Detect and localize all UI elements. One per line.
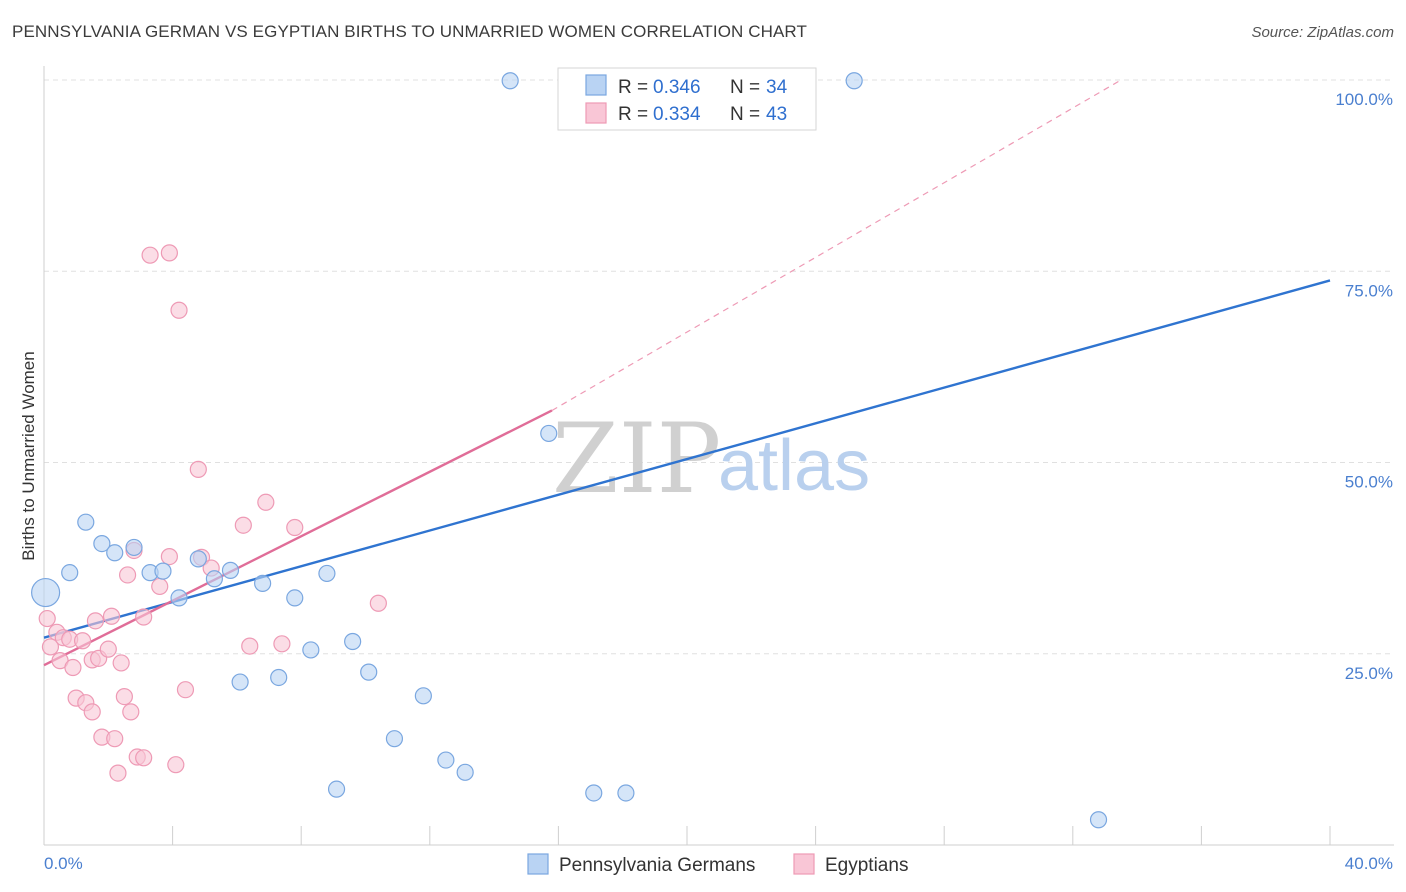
- point-pennsylvania: [501, 72, 519, 90]
- point-pennsylvania: [270, 668, 288, 687]
- point-egyptians: [135, 749, 153, 767]
- point-egyptians: [122, 703, 140, 721]
- y-tick-label: 75.0%: [1345, 281, 1393, 300]
- y-tick-label: 100.0%: [1335, 90, 1393, 109]
- tick-labels: 25.0% 50.0% 75.0% 100.0% 0.0% 40.0%: [44, 90, 1393, 873]
- bottom-legend-swatch-egyptians: [793, 853, 815, 875]
- point-egyptians: [241, 637, 259, 655]
- bottom-legend: Pennsylvania Germans Egyptians: [527, 853, 908, 876]
- bottom-legend-label-pennsylvania: Pennsylvania Germans: [559, 855, 755, 876]
- point-egyptians: [99, 640, 117, 658]
- trendline-egyptians: [43, 409, 553, 667]
- point-egyptians: [176, 681, 195, 699]
- x-tick-label-right: 40.0%: [1345, 854, 1393, 873]
- point-egyptians: [112, 654, 130, 672]
- point-pennsylvania: [437, 751, 455, 769]
- x-tick-label-left: 0.0%: [44, 854, 83, 873]
- point-egyptians: [189, 460, 207, 478]
- bottom-legend-swatch-pennsylvania: [527, 853, 549, 875]
- point-pennsylvania: [385, 730, 404, 748]
- point-egyptians: [109, 764, 127, 782]
- trendline-pennsylvania: [43, 279, 1331, 639]
- point-pennsylvania: [360, 663, 378, 681]
- point-egyptians: [160, 244, 178, 262]
- axes: [43, 66, 1394, 846]
- watermark-zip: ZIP: [552, 403, 721, 515]
- y-tick-label: 25.0%: [1345, 664, 1393, 683]
- point-egyptians: [170, 301, 188, 319]
- watermark-atlas: atlas: [718, 426, 870, 506]
- point-egyptians: [41, 638, 60, 656]
- y-axis-label: Births to Unmarried Women: [19, 351, 38, 560]
- grid-lines: [44, 79, 1394, 655]
- point-pennsylvania: [302, 641, 320, 659]
- legend-n-label-pennsylvania: N =: [730, 77, 760, 98]
- point-egyptians: [106, 730, 124, 748]
- point-egyptians: [286, 518, 304, 537]
- point-pennsylvania: [617, 784, 635, 802]
- point-egyptians: [73, 632, 92, 650]
- legend-r-label-egyptians: R =: [618, 104, 648, 125]
- point-pennsylvania: [61, 564, 79, 582]
- point-pennsylvania: [540, 424, 558, 443]
- point-egyptians: [83, 703, 101, 721]
- point-pennsylvania: [93, 534, 111, 553]
- point-egyptians: [257, 493, 275, 511]
- point-pennsylvania: [221, 561, 240, 579]
- legend-swatch-pennsylvania: [585, 74, 607, 96]
- point-egyptians: [369, 594, 387, 612]
- point-pennsylvania: [286, 589, 304, 607]
- trend-lines: [43, 79, 1331, 667]
- point-pennsylvania: [106, 544, 124, 562]
- legend-swatch-egyptians: [585, 102, 607, 124]
- point-pennsylvania: [170, 589, 188, 607]
- legend-n-value-pennsylvania: 34: [766, 77, 788, 98]
- point-pennsylvania: [231, 673, 249, 691]
- legend-box: R = 0.346 N = 34 R = 0.334 N = 43: [557, 67, 817, 131]
- point-pennsylvania: [318, 564, 336, 583]
- point-pennsylvania: [205, 570, 223, 588]
- point-egyptians: [118, 566, 137, 584]
- point-pennsylvania: [344, 632, 362, 651]
- y-tick-label: 50.0%: [1345, 473, 1393, 492]
- chart-title: PENNSYLVANIA GERMAN VS EGYPTIAN BIRTHS T…: [12, 22, 807, 41]
- point-pennsylvania: [189, 550, 207, 568]
- point-egyptians: [135, 608, 153, 626]
- point-egyptians: [167, 756, 185, 774]
- legend-r-value-egyptians: 0.334: [653, 104, 701, 125]
- point-pennsylvania: [327, 780, 346, 798]
- point-egyptians: [160, 547, 178, 566]
- bottom-legend-label-egyptians: Egyptians: [825, 855, 908, 876]
- legend-n-value-egyptians: 43: [766, 104, 787, 125]
- point-pennsylvania: [845, 72, 863, 90]
- legend-r-value-pennsylvania: 0.346: [653, 77, 701, 98]
- legend-n-label-egyptians: N =: [730, 104, 760, 125]
- point-egyptians: [115, 687, 133, 706]
- point-egyptians: [102, 607, 121, 625]
- point-pennsylvania: [254, 574, 272, 592]
- point-egyptians: [86, 612, 105, 630]
- point-egyptians: [64, 658, 82, 677]
- point-egyptians: [141, 246, 159, 264]
- point-egyptians: [234, 516, 252, 534]
- watermark: ZIP atlas: [552, 403, 870, 515]
- point-pennsylvania: [31, 577, 61, 608]
- point-pennsylvania: [1089, 811, 1108, 829]
- legend-r-label-pennsylvania: R =: [618, 77, 648, 98]
- point-pennsylvania: [77, 513, 95, 531]
- point-pennsylvania: [154, 562, 172, 580]
- point-pennsylvania: [125, 538, 143, 557]
- point-pennsylvania: [456, 763, 474, 781]
- chart-source: Source: ZipAtlas.com: [1251, 24, 1394, 41]
- point-egyptians: [273, 635, 291, 653]
- point-egyptians: [38, 609, 56, 628]
- point-pennsylvania: [414, 687, 432, 705]
- point-pennsylvania: [585, 784, 603, 802]
- point-egyptians: [151, 577, 169, 596]
